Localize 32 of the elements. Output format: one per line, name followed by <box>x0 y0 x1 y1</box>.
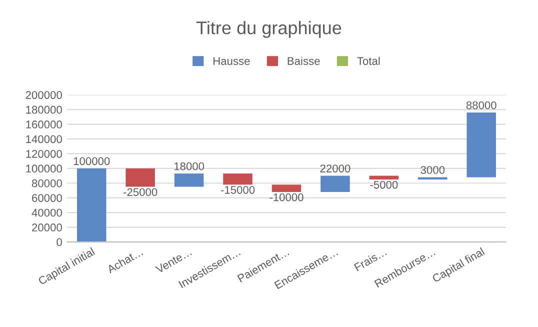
data-label: 100000 <box>74 157 110 166</box>
bar <box>320 176 350 192</box>
data-label: -15000 <box>220 186 255 194</box>
y-tick-label: 180000 <box>26 106 62 114</box>
bar <box>223 174 252 185</box>
bar <box>126 168 155 187</box>
y-tick-label: 140000 <box>26 135 62 144</box>
y-tick-label: 100000 <box>26 164 62 173</box>
data-label: 88000 <box>466 101 496 110</box>
chart-title: Titre du graphique <box>196 21 342 38</box>
y-tick-label: 120000 <box>26 150 62 158</box>
data-label: -25000 <box>124 188 158 196</box>
legend-label: Hausse <box>213 57 250 65</box>
y-tick-label: 40000 <box>32 208 62 217</box>
y-tick-label: 60000 <box>32 194 62 202</box>
data-label: 3000 <box>420 166 445 174</box>
bar <box>272 184 302 192</box>
data-label: 22000 <box>320 164 350 172</box>
y-tick-label: 80000 <box>32 179 62 188</box>
legend-label: Baisse <box>288 56 320 65</box>
y-tick-label: 20000 <box>32 224 62 232</box>
bar <box>174 174 204 187</box>
y-tick-label: 160000 <box>26 120 62 128</box>
data-label: 18000 <box>174 162 204 170</box>
bar <box>466 112 496 178</box>
bar <box>369 176 399 180</box>
data-label: -5000 <box>370 180 398 189</box>
y-tick-label: 200000 <box>26 91 62 99</box>
legend-label: Total <box>357 56 380 65</box>
bar <box>76 168 106 242</box>
y-tick-label: 0 <box>56 238 62 246</box>
data-label: -10000 <box>270 193 304 202</box>
